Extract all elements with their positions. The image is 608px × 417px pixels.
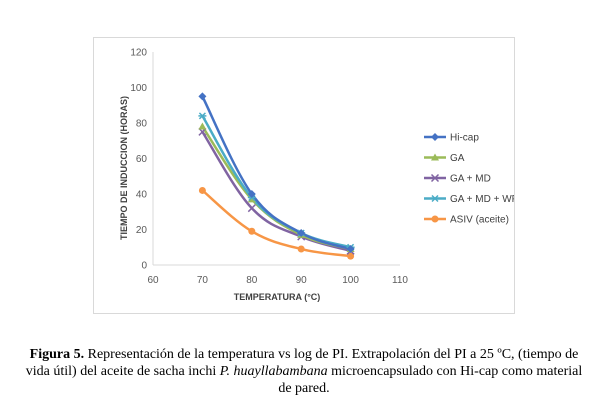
x-tick-label: 90: [296, 275, 308, 286]
legend-marker-asiv-aceite: [431, 215, 439, 223]
x-tick-label: 60: [147, 275, 159, 286]
series-line-ga-md: [201, 130, 352, 253]
legend-marker-hi-cap: [431, 133, 439, 141]
series-lines: [201, 95, 352, 258]
legend-marker-ga-md: [430, 173, 440, 183]
figure-caption: Figura 5. Representación de la temperatu…: [20, 346, 588, 397]
series-markers: [198, 92, 355, 260]
y-tick-label: 0: [141, 261, 147, 272]
data-point-asiv-aceite: [248, 227, 256, 235]
legend-label: GA: [450, 153, 465, 164]
data-point-hi-cap: [247, 190, 256, 198]
x-axis-title: TEMPERATURA (°C): [234, 292, 321, 302]
series-line-hi-cap: [201, 95, 352, 251]
caption-text-part1: Representación de la temperatura vs log …: [25, 347, 579, 379]
series-line-asiv-aceite: [201, 189, 352, 258]
legend-label: GA + MD + WPI: [450, 194, 514, 205]
x-tick-label: 110: [392, 275, 408, 286]
data-point-ga-md: [247, 204, 256, 213]
legend-marker-ga: [431, 153, 439, 161]
y-tick-label: 100: [130, 83, 147, 94]
legend-item-asiv-aceite: ASIV (aceite): [424, 215, 509, 226]
data-point-ga: [198, 122, 207, 130]
legend-marker-ga-md-wpi: [431, 194, 439, 203]
y-tick-label: 60: [136, 154, 148, 165]
y-tick-label: 80: [136, 119, 148, 130]
legend-label: GA + MD: [450, 174, 491, 185]
legend: Hi-cap GA GA + MD GA + MD + WPI ASIV (aceite…: [424, 133, 514, 226]
chart-frame: 0 20 40 60 80 100 120 60 70 80 90 100 110 TIEMPO DE …: [93, 37, 515, 314]
axes: 0 20 40 60 80 100 120 60 70 80 90 100 110: [130, 48, 408, 287]
legend-item-ga-md: GA + MD: [424, 174, 491, 185]
data-point-hi-cap: [297, 229, 306, 238]
x-tick-label: 80: [246, 275, 258, 286]
x-tick-label: 100: [342, 275, 359, 286]
data-point-ga-md-wpi: [198, 112, 207, 120]
y-axis-title: TIEMPO DE INDUCCION (HORAS): [119, 96, 129, 240]
data-point-hi-cap: [346, 245, 355, 254]
caption-label: Figura 5.: [29, 347, 85, 362]
data-point-asiv-aceite: [297, 245, 305, 253]
legend-item-hi-cap: Hi-cap: [424, 133, 479, 144]
x-tick-label: 70: [197, 275, 209, 286]
data-point-asiv-aceite: [347, 252, 355, 260]
y-tick-label: 40: [136, 190, 148, 201]
line-chart: 0 20 40 60 80 100 120 60 70 80 90 100 110 TIEMPO DE …: [119, 48, 514, 303]
legend-item-ga: GA: [424, 153, 465, 164]
data-point-asiv-aceite: [198, 186, 206, 194]
y-tick-label: 120: [130, 48, 147, 59]
caption-species: P. huayllabambana: [219, 364, 328, 379]
data-point-hi-cap: [198, 92, 207, 101]
legend-label: ASIV (aceite): [450, 215, 509, 226]
caption-text-part2: microencapsulado con Hi-cap como materia…: [278, 364, 583, 396]
y-tick-label: 20: [136, 225, 148, 236]
legend-item-ga-md-wpi: GA + MD + WPI: [424, 194, 514, 205]
legend-label: Hi-cap: [450, 133, 479, 144]
